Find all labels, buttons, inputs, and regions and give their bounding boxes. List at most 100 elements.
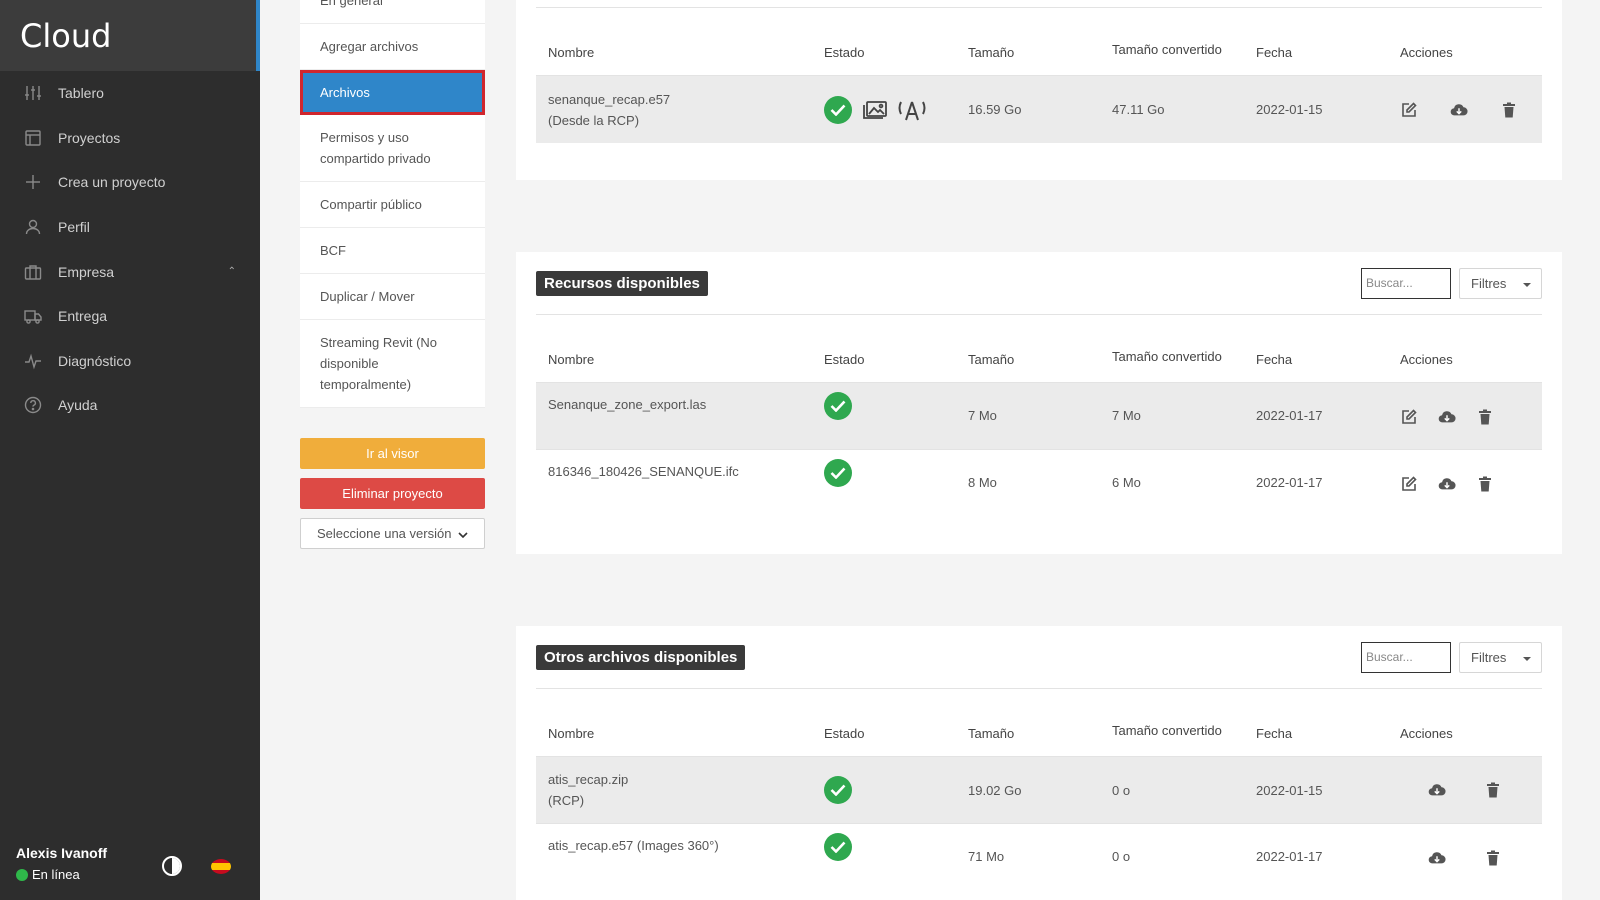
filter-dropdown[interactable]: Filtres	[1459, 641, 1542, 673]
sidebar-item-perfil[interactable]: Perfil	[0, 205, 260, 250]
date-cell: 2022-01-17	[1256, 475, 1323, 490]
col-nombre[interactable]: Nombre	[548, 352, 595, 367]
files-panel: Nombre Estado Tamaño Tamaño convertido F…	[516, 0, 1562, 180]
search-input[interactable]: Buscar...	[1361, 641, 1451, 673]
size-cell: 19.02 Go	[968, 782, 1022, 798]
trash-icon[interactable]	[1484, 781, 1502, 799]
sidebar-item-diagnostico[interactable]: Diagnóstico	[0, 339, 260, 384]
sidebar-item-tablero[interactable]: Tablero	[0, 71, 260, 116]
col-estado[interactable]: Estado	[824, 352, 865, 367]
table-row[interactable]: atis_recap.e57 (Images 360°) 71 Mo 0 o 2…	[536, 823, 1542, 890]
converted-size-cell: 47.11 Go	[1112, 102, 1165, 117]
check-circle-icon	[824, 833, 852, 861]
filter-dropdown[interactable]: Filtres	[1459, 267, 1542, 299]
table-header: Nombre Estado Tamaño Tamaño convertido F…	[536, 689, 1542, 756]
user-info[interactable]: Alexis Ivanoff En línea	[16, 845, 107, 882]
submenu-item-compartir-publico[interactable]: Compartir público	[300, 182, 485, 228]
file-name-cell: atis_recap.zip (RCP)	[536, 769, 824, 811]
sidebar-item-label: Perfil	[58, 219, 90, 236]
sidebar-item-label: Crea un proyecto	[58, 174, 166, 191]
app-logo[interactable]: Cloud	[20, 16, 112, 55]
status-cell	[824, 392, 968, 420]
cloud-download-icon[interactable]	[1450, 101, 1468, 119]
check-circle-icon	[824, 392, 852, 420]
file-source: (RCP)	[548, 793, 585, 808]
col-tamano[interactable]: Tamaño	[968, 726, 1015, 741]
col-acciones[interactable]: Acciones	[1400, 45, 1453, 60]
images-icon[interactable]	[862, 100, 888, 120]
table-row[interactable]: atis_recap.zip (RCP) 19.02 Go 0 o 2022-0…	[536, 756, 1542, 823]
col-nombre[interactable]: Nombre	[548, 45, 595, 60]
antenna-broadcast-icon[interactable]	[898, 99, 926, 121]
contrast-toggle-icon[interactable]	[162, 856, 182, 876]
col-acciones[interactable]: Acciones	[1400, 726, 1453, 741]
caret-down-icon	[1523, 656, 1531, 661]
trash-icon[interactable]	[1484, 849, 1502, 867]
sidebar-item-label: Diagnóstico	[58, 352, 132, 369]
cloud-download-icon[interactable]	[1428, 781, 1446, 799]
go-to-viewer-button[interactable]: Ir al visor	[300, 438, 485, 469]
submenu-item-duplicar-mover[interactable]: Duplicar / Mover	[300, 274, 485, 320]
col-tamano-convertido[interactable]: Tamaño convertido	[1112, 349, 1222, 364]
panel-header: Recursos disponibles Buscar... Filtres	[536, 252, 1542, 315]
actions-cell	[1400, 849, 1542, 867]
sidebar-item-label: Entrega	[58, 308, 108, 325]
col-fecha[interactable]: Fecha	[1256, 45, 1293, 60]
check-circle-icon	[824, 459, 852, 487]
sidebar-item-entrega[interactable]: Entrega	[0, 294, 260, 339]
submenu-item-general[interactable]: En general	[300, 0, 485, 24]
sidebar-item-crea-proyecto[interactable]: Crea un proyecto	[0, 160, 260, 205]
table-row[interactable]: 816346_180426_SENANQUE.ifc 8 Mo 6 Mo 202…	[536, 449, 1542, 516]
col-estado[interactable]: Estado	[824, 45, 865, 60]
resources-panel: Recursos disponibles Buscar... Filtres N…	[516, 252, 1562, 554]
spain-flag-icon[interactable]	[211, 859, 231, 874]
col-tamano[interactable]: Tamaño	[968, 45, 1015, 60]
submenu-item-bcf[interactable]: BCF	[300, 228, 485, 274]
col-fecha[interactable]: Fecha	[1256, 352, 1293, 367]
col-estado[interactable]: Estado	[824, 726, 865, 741]
edit-icon[interactable]	[1400, 101, 1418, 119]
project-submenu: En general Agregar archivos Archivos Per…	[300, 0, 485, 549]
submenu-item-streaming-revit[interactable]: Streaming Revit (No disponible temporalm…	[300, 320, 485, 408]
delete-project-button[interactable]: Eliminar proyecto	[300, 478, 485, 509]
sidebar-item-proyectos[interactable]: Proyectos	[0, 116, 260, 161]
col-acciones[interactable]: Acciones	[1400, 352, 1453, 367]
trash-icon[interactable]	[1500, 101, 1518, 119]
col-nombre[interactable]: Nombre	[548, 726, 595, 741]
col-tamano-convertido[interactable]: Tamaño convertido	[1112, 723, 1222, 738]
submenu-item-agregar-archivos[interactable]: Agregar archivos	[300, 24, 485, 70]
file-name-cell: senanque_recap.e57 (Desde la RCP)	[536, 89, 824, 131]
actions-cell	[1400, 475, 1542, 493]
panel-tools: Buscar... Filtres	[1361, 641, 1542, 673]
version-select-value: Seleccione una versión	[317, 526, 452, 541]
cloud-download-icon[interactable]	[1438, 475, 1456, 493]
col-tamano-convertido[interactable]: Tamaño convertido	[1112, 42, 1222, 57]
chevron-up-icon[interactable]: ⌃	[227, 266, 236, 278]
filter-label: Filtres	[1471, 275, 1507, 291]
table-row[interactable]: senanque_recap.e57 (Desde la RCP) 16.59 …	[536, 75, 1542, 143]
sidebar-item-ayuda[interactable]: Ayuda	[0, 383, 260, 428]
caret-down-icon	[1523, 282, 1531, 287]
sidebar-item-empresa[interactable]: Empresa ⌃	[0, 249, 260, 294]
edit-icon[interactable]	[1400, 408, 1418, 426]
table-row[interactable]: Senanque_zone_export.las 7 Mo 7 Mo 2022-…	[536, 382, 1542, 449]
online-indicator-icon	[16, 868, 28, 881]
user-status: En línea	[16, 867, 107, 882]
status-cell	[824, 95, 968, 124]
col-fecha[interactable]: Fecha	[1256, 726, 1293, 741]
trash-icon[interactable]	[1476, 475, 1494, 493]
sidebar-nav: Tablero Proyectos Crea un proyecto Perfi…	[0, 71, 260, 428]
submenu-item-permisos[interactable]: Permisos y uso compartido privado	[300, 115, 485, 182]
edit-icon[interactable]	[1400, 475, 1418, 493]
panel-title: Otros archivos disponibles	[536, 644, 746, 670]
submenu-item-archivos[interactable]: Archivos	[300, 70, 485, 115]
file-name: senanque_recap.e57	[548, 91, 671, 107]
panel-top-divider	[536, 0, 1542, 8]
sidebar-item-label: Proyectos	[58, 129, 121, 146]
cloud-download-icon[interactable]	[1428, 849, 1446, 867]
col-tamano[interactable]: Tamaño	[968, 352, 1015, 367]
version-select[interactable]: Seleccione una versión	[300, 518, 485, 549]
search-input[interactable]: Buscar...	[1361, 267, 1451, 299]
trash-icon[interactable]	[1476, 408, 1494, 426]
cloud-download-icon[interactable]	[1438, 408, 1456, 426]
